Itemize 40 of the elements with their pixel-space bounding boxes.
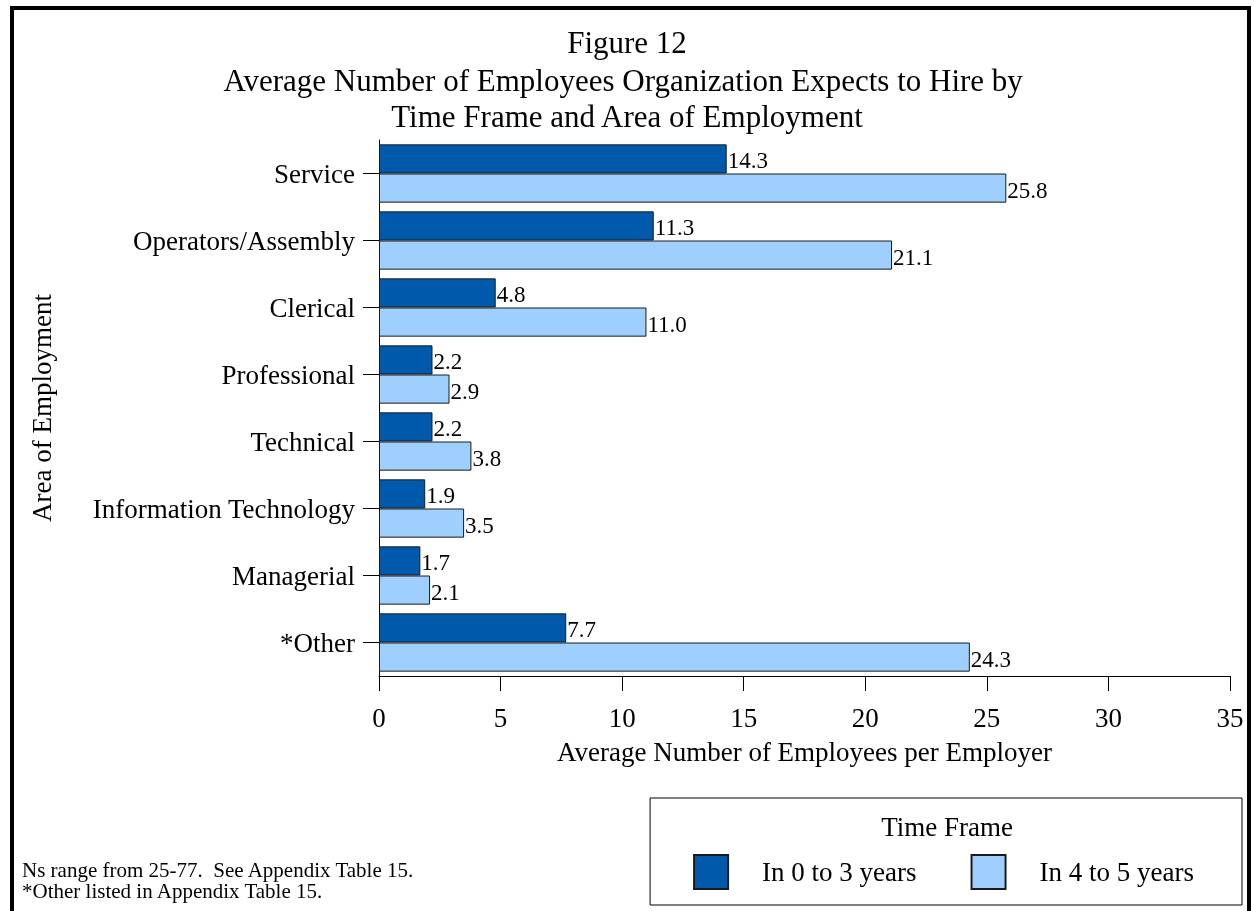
x-tick-label: 0: [372, 702, 386, 733]
x-tick-label: 35: [1216, 702, 1244, 733]
data-label: 11.3: [654, 215, 695, 241]
x-tick-label: 30: [1094, 702, 1122, 733]
y-tick-label: Service: [274, 158, 356, 189]
chart-subtitle: Average Number of Employees Organization Expects to Hire by Time Frame and Area of Employment: [223, 62, 1031, 134]
x-tick-label: 25: [973, 702, 1001, 733]
y-tick-label: Managerial: [232, 560, 355, 591]
data-label: 24.3: [970, 646, 1012, 672]
y-tick-label: Technical: [250, 426, 355, 457]
data-label: 3.8: [472, 445, 502, 471]
legend-title: Time Frame: [881, 811, 1013, 842]
data-label: 2.2: [433, 349, 463, 375]
data-label: 11.0: [647, 311, 687, 337]
data-label: 2.9: [450, 378, 480, 404]
y-tick-label: Information Technology: [92, 493, 356, 524]
x-tick-label: 5: [493, 702, 508, 733]
text: Ns range from 25-77. See Appendix Table 15.: [22, 857, 414, 882]
x-axis-title: Average Number of Employees per Employer: [556, 736, 1053, 767]
data-label: 1.7: [421, 550, 451, 576]
y-tick-label: Clerical: [269, 292, 355, 323]
chart-title: Figure 12: [567, 25, 687, 60]
data-label: 1.9: [426, 483, 455, 509]
legend-label: In 4 to 5 years: [1039, 857, 1195, 887]
y-tick-label: *Other: [280, 627, 355, 658]
data-label: 2.1: [431, 579, 460, 605]
data-label: 7.7: [567, 617, 596, 643]
x-tick-label: 10: [608, 702, 636, 733]
data-label: 3.5: [465, 512, 494, 538]
data-label: 25.8: [1007, 177, 1048, 203]
x-tick-label: 20: [851, 702, 879, 733]
data-label: 4.8: [496, 282, 526, 308]
y-tick-label: Professional: [221, 359, 355, 390]
data-label: 2.2: [433, 416, 463, 442]
data-label: 21.1: [893, 244, 934, 270]
x-tick-label: 15: [730, 702, 758, 733]
data-label: 14.3: [727, 148, 768, 174]
y-axis-title: Area of Employment: [26, 293, 57, 522]
y-tick-label: Operators/Assembly: [133, 225, 356, 256]
legend-label: In 0 to 3 years: [762, 857, 917, 887]
